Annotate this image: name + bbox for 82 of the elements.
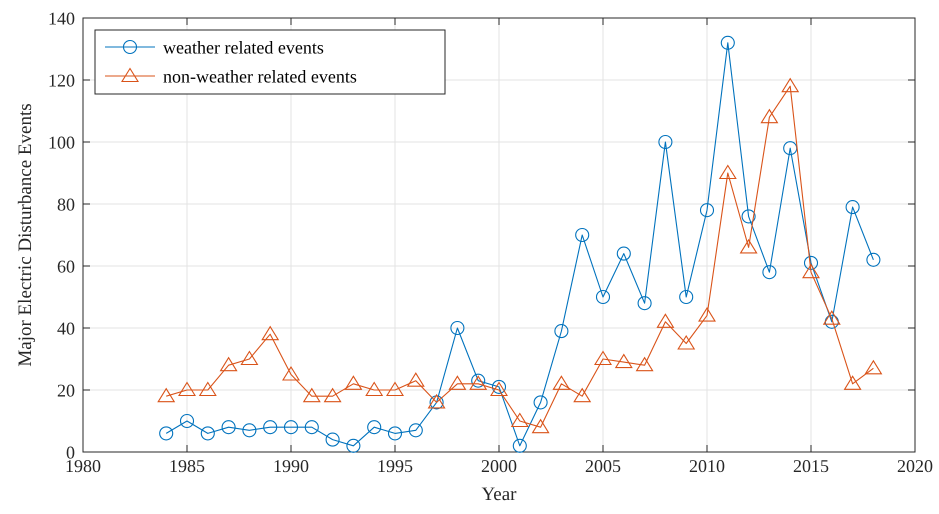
point	[719, 164, 736, 180]
y-tick-label: 60	[57, 256, 75, 276]
x-tick-label: 1990	[273, 456, 309, 476]
point	[344, 376, 362, 390]
y-tick-label: 40	[57, 318, 75, 338]
point	[284, 420, 298, 434]
point	[159, 426, 174, 440]
point	[324, 388, 342, 402]
point	[282, 366, 300, 381]
point	[698, 308, 716, 322]
y-tick-label: 120	[48, 70, 75, 90]
point	[220, 357, 238, 372]
point	[158, 388, 175, 402]
point	[408, 423, 423, 438]
point	[866, 252, 880, 267]
point	[594, 350, 612, 366]
point	[742, 209, 756, 224]
point	[783, 141, 798, 156]
point	[180, 414, 194, 428]
point	[802, 264, 820, 278]
x-tick-label: 2020	[897, 456, 933, 476]
point	[407, 372, 424, 387]
point	[656, 314, 674, 328]
point	[304, 420, 319, 434]
point	[804, 256, 818, 270]
point	[303, 388, 320, 402]
x-tick-label: 2000	[481, 456, 517, 476]
y-tick-label: 20	[57, 380, 75, 400]
point	[552, 376, 570, 390]
x-tick-label: 2015	[793, 456, 829, 476]
point	[678, 335, 695, 350]
point	[326, 432, 340, 447]
point	[534, 395, 548, 410]
x-tick-label: 2010	[689, 456, 725, 476]
y-axis-title: Major Electric Disturbance Events	[15, 103, 36, 367]
point	[366, 382, 383, 396]
point	[638, 296, 652, 310]
point	[575, 228, 590, 242]
legend-label: non-weather related events	[163, 66, 357, 86]
point	[346, 438, 360, 453]
point	[242, 423, 256, 438]
x-tick-label: 1995	[377, 456, 413, 476]
point	[512, 438, 527, 453]
point	[762, 265, 776, 280]
point	[846, 200, 860, 214]
point	[450, 320, 464, 336]
point	[511, 412, 528, 428]
point	[262, 326, 279, 340]
x-tick-label: 2005	[585, 456, 621, 476]
point	[448, 376, 466, 390]
point	[782, 78, 799, 92]
point	[554, 324, 568, 338]
y-tick-label: 100	[48, 132, 75, 152]
point	[636, 357, 654, 372]
point	[700, 203, 714, 218]
x-tick-label: 1985	[169, 456, 205, 476]
point	[367, 420, 382, 434]
point	[740, 239, 758, 254]
point	[263, 420, 278, 434]
x-axis-title: Year	[481, 484, 518, 505]
point	[388, 426, 402, 440]
point	[222, 420, 236, 434]
point	[240, 350, 258, 366]
point	[720, 36, 735, 50]
point	[574, 388, 591, 402]
point	[679, 290, 694, 304]
point	[844, 376, 862, 390]
point	[658, 134, 672, 150]
point	[200, 426, 215, 440]
point	[386, 382, 404, 396]
point	[615, 354, 632, 368]
y-tick-label: 140	[48, 8, 75, 28]
point	[596, 290, 610, 304]
point	[199, 382, 216, 396]
y-tick-label: 80	[57, 194, 75, 214]
point	[178, 382, 196, 396]
point	[532, 419, 550, 434]
legend-label: weather related events	[163, 37, 324, 58]
point	[864, 360, 882, 374]
point	[760, 109, 778, 124]
point	[823, 310, 840, 325]
point	[616, 246, 631, 261]
